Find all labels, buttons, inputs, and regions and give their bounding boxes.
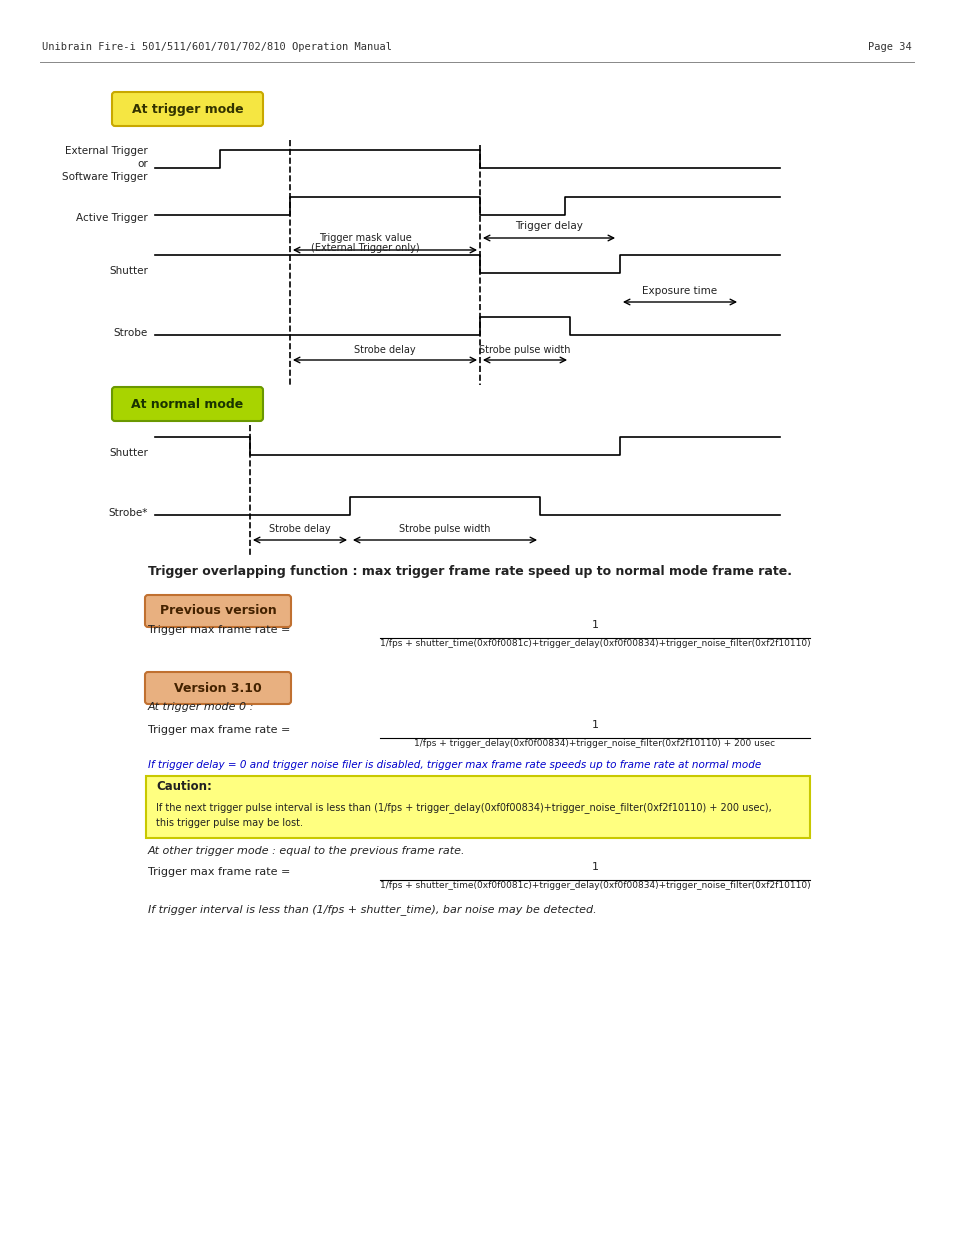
Text: this trigger pulse may be lost.: this trigger pulse may be lost. (156, 818, 303, 827)
Text: At trigger mode 0 :: At trigger mode 0 : (148, 701, 254, 713)
Text: Trigger max frame rate =: Trigger max frame rate = (148, 625, 290, 635)
Text: Shutter: Shutter (109, 266, 148, 275)
Text: Trigger overlapping function : max trigger frame rate speed up to normal mode fr: Trigger overlapping function : max trigg… (148, 564, 791, 578)
Text: Page 34: Page 34 (867, 42, 911, 52)
Text: 1/fps + shutter_time(0xf0f0081c)+trigger_delay(0xf0f00834)+trigger_noise_filter(: 1/fps + shutter_time(0xf0f0081c)+trigger… (379, 638, 809, 648)
Text: Previous version: Previous version (159, 604, 276, 618)
Text: Trigger max frame rate =: Trigger max frame rate = (148, 867, 290, 877)
Text: Strobe delay: Strobe delay (354, 345, 416, 354)
Text: 1: 1 (591, 620, 598, 630)
Text: If trigger interval is less than (1/fps + shutter_time), bar noise may be detect: If trigger interval is less than (1/fps … (148, 904, 596, 915)
Text: Strobe: Strobe (113, 329, 148, 338)
Text: Strobe pulse width: Strobe pulse width (478, 345, 570, 354)
FancyBboxPatch shape (145, 595, 291, 627)
Text: Trigger max frame rate =: Trigger max frame rate = (148, 725, 290, 735)
Text: Trigger delay: Trigger delay (515, 221, 582, 231)
Text: Shutter: Shutter (109, 448, 148, 458)
Text: If trigger delay = 0 and trigger noise filer is disabled, trigger max frame rate: If trigger delay = 0 and trigger noise f… (148, 760, 760, 769)
FancyBboxPatch shape (112, 387, 263, 421)
Text: Software Trigger: Software Trigger (63, 172, 148, 182)
Text: Strobe pulse width: Strobe pulse width (399, 524, 490, 534)
FancyBboxPatch shape (145, 672, 291, 704)
Text: 1/fps + shutter_time(0xf0f0081c)+trigger_delay(0xf0f00834)+trigger_noise_filter(: 1/fps + shutter_time(0xf0f0081c)+trigger… (379, 881, 809, 890)
Text: External Trigger: External Trigger (65, 146, 148, 156)
Text: Version 3.10: Version 3.10 (174, 682, 262, 694)
Text: 1: 1 (591, 720, 598, 730)
Text: At trigger mode: At trigger mode (132, 103, 243, 116)
Text: 1/fps + trigger_delay(0xf0f00834)+trigger_noise_filter(0xf2f10110) + 200 usec: 1/fps + trigger_delay(0xf0f00834)+trigge… (414, 739, 775, 748)
Text: Strobe*: Strobe* (109, 508, 148, 517)
Text: If the next trigger pulse interval is less than (1/fps + trigger_delay(0xf0f0083: If the next trigger pulse interval is le… (156, 802, 771, 813)
FancyBboxPatch shape (112, 91, 263, 126)
Text: At other trigger mode : equal to the previous frame rate.: At other trigger mode : equal to the pre… (148, 846, 465, 856)
FancyBboxPatch shape (146, 776, 809, 839)
Text: Active Trigger: Active Trigger (76, 212, 148, 224)
Text: Trigger mask value: Trigger mask value (318, 233, 411, 243)
Text: 1: 1 (591, 862, 598, 872)
Text: Caution:: Caution: (156, 781, 212, 793)
Text: or: or (137, 159, 148, 169)
Text: Strobe delay: Strobe delay (269, 524, 331, 534)
Text: At normal mode: At normal mode (132, 398, 243, 410)
Text: Exposure time: Exposure time (641, 287, 717, 296)
Text: Unibrain Fire-i 501/511/601/701/702/810 Operation Manual: Unibrain Fire-i 501/511/601/701/702/810 … (42, 42, 392, 52)
Text: (External Trigger only): (External Trigger only) (311, 243, 419, 253)
